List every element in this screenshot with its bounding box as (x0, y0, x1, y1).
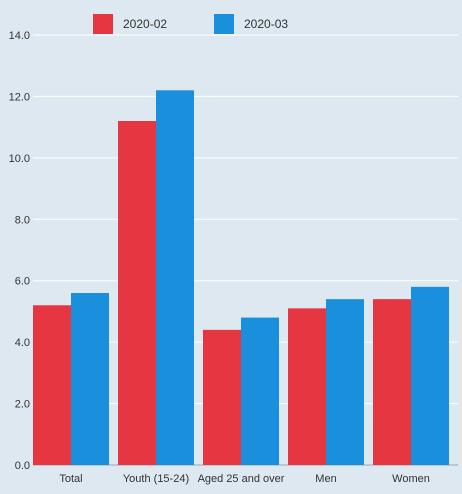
bar-2020-03-0 (71, 293, 109, 465)
legend-label: 2020-03 (244, 17, 288, 31)
x-tick-label: Men (315, 473, 336, 485)
bar-2020-03-2 (241, 317, 279, 465)
bar-2020-03-1 (156, 90, 194, 466)
y-tick-label: 0.0 (15, 460, 30, 472)
legend-swatch (93, 14, 113, 34)
bar-2020-03-3 (326, 299, 364, 465)
y-tick-label: 2.0 (15, 399, 30, 411)
legend-swatch (214, 14, 234, 34)
x-tick-label: Youth (15-24) (123, 473, 189, 485)
y-tick-label: 6.0 (15, 276, 30, 288)
x-tick-label: Women (392, 473, 430, 485)
bar-2020-02-1 (118, 121, 156, 465)
y-tick-label: 10.0 (9, 153, 30, 165)
legend: 2020-02 2020-03 (93, 14, 288, 34)
bar-2020-02-3 (288, 308, 326, 465)
bar-2020-03-4 (411, 286, 449, 465)
bar-2020-02-2 (203, 329, 241, 465)
x-tick-label: Total (59, 473, 82, 485)
bar-2020-02-4 (373, 299, 411, 465)
bar-2020-02-0 (33, 305, 71, 465)
y-tick-label: 8.0 (15, 214, 30, 226)
y-axis: 0.0 2.0 4.0 6.0 8.0 10.0 12.0 14.0 (9, 30, 30, 472)
bars (33, 90, 449, 466)
x-axis: Total Youth (15-24) Aged 25 and over Men Wom… (59, 473, 429, 485)
x-tick-label: Aged 25 and over (198, 473, 285, 485)
y-tick-label: 4.0 (15, 337, 30, 349)
legend-label: 2020-02 (123, 17, 167, 31)
y-tick-label: 14.0 (9, 30, 30, 42)
y-tick-label: 12.0 (9, 91, 30, 103)
